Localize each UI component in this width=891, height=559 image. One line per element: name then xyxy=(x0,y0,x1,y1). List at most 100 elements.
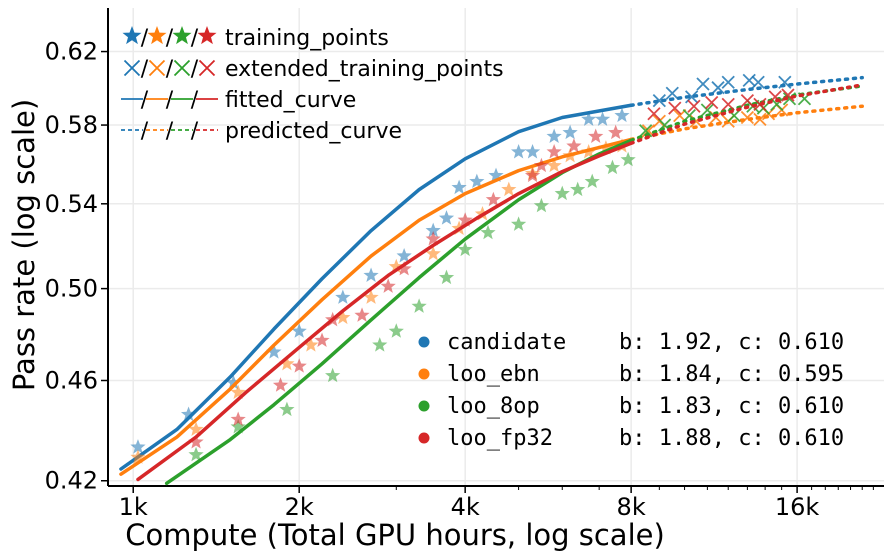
training-point-star xyxy=(180,406,197,422)
series-legend-entry: loo_fp32 b: 1.88, c: 0.610 xyxy=(418,426,844,451)
training-point-star xyxy=(488,167,504,183)
training-point-star xyxy=(225,374,242,390)
series-loo_8op xyxy=(164,84,864,486)
series-legend-name: candidate xyxy=(447,330,566,355)
training-point-star xyxy=(546,157,562,173)
training-point-star xyxy=(620,151,636,167)
training-point-star xyxy=(396,248,412,263)
training-point-star xyxy=(303,337,319,352)
legend-x-icon xyxy=(173,59,191,77)
y-tick-label: 0.54 xyxy=(45,190,98,218)
y-tick-label: 0.50 xyxy=(45,275,98,303)
series-legend-params: b: 1.83, c: 0.610 xyxy=(619,394,844,419)
training-point-star xyxy=(354,307,370,322)
series-legend: candidate b: 1.92, c: 0.610 loo_ebn b: 1.84… xyxy=(418,330,844,451)
training-point-star xyxy=(584,173,600,189)
marker-legend-label: extended_training_points xyxy=(225,57,504,82)
training-point-star xyxy=(533,197,550,213)
training-point-star xyxy=(291,323,307,338)
extended-point-x xyxy=(721,75,735,89)
legend-separator: / xyxy=(191,119,199,144)
training-point-star xyxy=(570,181,586,197)
legend-x-icon xyxy=(148,59,166,77)
series-legend-entry: candidate b: 1.92, c: 0.610 xyxy=(418,330,844,355)
series-candidate xyxy=(119,73,864,471)
legend-separator: / xyxy=(141,88,149,113)
training-point-star xyxy=(272,377,289,392)
training-point-star xyxy=(614,107,630,123)
training-point-star xyxy=(314,332,330,347)
training-point-star xyxy=(438,269,455,285)
series-legend-entry: loo_8op b: 1.83, c: 0.610 xyxy=(418,394,844,419)
training-point-star xyxy=(438,210,455,225)
legend-dot-icon xyxy=(418,336,430,348)
training-point-star xyxy=(279,401,295,417)
training-point-star xyxy=(425,222,441,238)
training-point-star xyxy=(130,439,146,454)
training-point-star xyxy=(188,446,204,462)
training-point-star xyxy=(566,138,582,153)
series-legend-params: b: 1.88, c: 0.610 xyxy=(619,426,844,451)
training-point-star xyxy=(325,367,341,383)
training-point-star xyxy=(510,216,527,231)
legend-dot-icon xyxy=(418,368,430,380)
legend-separator: / xyxy=(166,88,174,113)
training-point-star xyxy=(524,143,541,159)
training-point-star xyxy=(588,128,604,143)
y-tick-label: 0.42 xyxy=(45,467,98,495)
plot-area xyxy=(119,73,864,486)
x-tick-label: 16k xyxy=(775,493,820,521)
y-tick-label: 0.62 xyxy=(45,38,98,66)
x-tick-label: 1k xyxy=(119,493,148,521)
legend-dot-icon xyxy=(418,432,430,444)
training-point-star xyxy=(469,173,485,189)
marker-legend-entry: / / / extended_training_points xyxy=(123,57,504,82)
training-point-star xyxy=(501,181,517,197)
training-point-star xyxy=(230,411,246,426)
legend-separator: / xyxy=(166,26,174,51)
training-point-star xyxy=(524,167,541,183)
training-point-star xyxy=(457,241,473,257)
legend-separator: / xyxy=(141,57,149,82)
legend-separator: / xyxy=(166,119,174,144)
series-legend-name: loo_ebn xyxy=(447,362,540,387)
extended-point-x xyxy=(665,86,679,100)
training-point-star xyxy=(363,289,379,304)
x-tick-label: 4k xyxy=(451,493,480,521)
y-tick-label: 0.58 xyxy=(45,111,98,139)
ticks: 1k 2k 4k 8k 16k 0.42 0.46 0.50 0.54 0.58 0.62 xyxy=(45,38,874,521)
legend-separator: / xyxy=(141,26,149,51)
training-point-star xyxy=(335,309,351,325)
extended-point-x xyxy=(696,77,710,91)
legend-separator: / xyxy=(191,88,199,113)
legend-star-icon xyxy=(172,26,192,45)
y-axis-title: Pass rate (log scale) xyxy=(7,99,41,391)
training-point-star xyxy=(457,212,473,227)
training-point-star xyxy=(396,260,412,276)
training-point-star xyxy=(562,124,578,140)
training-point-star xyxy=(230,418,246,434)
legend-x-icon xyxy=(198,59,216,77)
training-point-star xyxy=(581,111,597,126)
marker-legend-label: fitted_curve xyxy=(225,88,356,113)
training-point-star xyxy=(425,245,441,261)
extended-point-x xyxy=(740,93,755,108)
training-point-star xyxy=(291,358,307,373)
extended-point-x xyxy=(721,97,735,111)
marker-legend: / / / training_points / / / extended_training_p… xyxy=(121,26,504,144)
training-point-star xyxy=(335,289,351,304)
training-point-star xyxy=(188,421,204,436)
training-point-star xyxy=(279,355,295,371)
series-legend-params: b: 1.92, c: 0.610 xyxy=(619,330,844,355)
training-point-star xyxy=(510,143,527,159)
fitted-curve xyxy=(136,141,633,482)
series-legend-name: loo_fp32 xyxy=(447,426,553,451)
series-legend-params: b: 1.84, c: 0.595 xyxy=(619,362,844,387)
training-point-star xyxy=(533,157,550,173)
legend-separator: / xyxy=(191,57,199,82)
fitted-curve xyxy=(119,137,633,476)
extended-point-x xyxy=(700,103,715,117)
training-point-star xyxy=(425,231,441,246)
extended-point-x xyxy=(711,81,725,95)
